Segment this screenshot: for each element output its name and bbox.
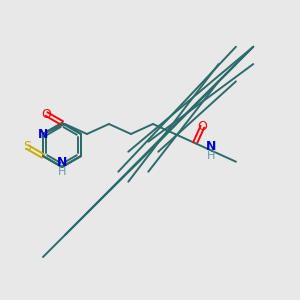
Text: H: H [58,167,66,177]
Text: N: N [206,140,217,153]
Text: H: H [207,151,215,160]
Text: O: O [41,107,51,121]
Text: N: N [57,157,67,169]
Text: O: O [197,120,207,133]
Text: S: S [23,140,32,154]
Text: N: N [38,128,48,140]
